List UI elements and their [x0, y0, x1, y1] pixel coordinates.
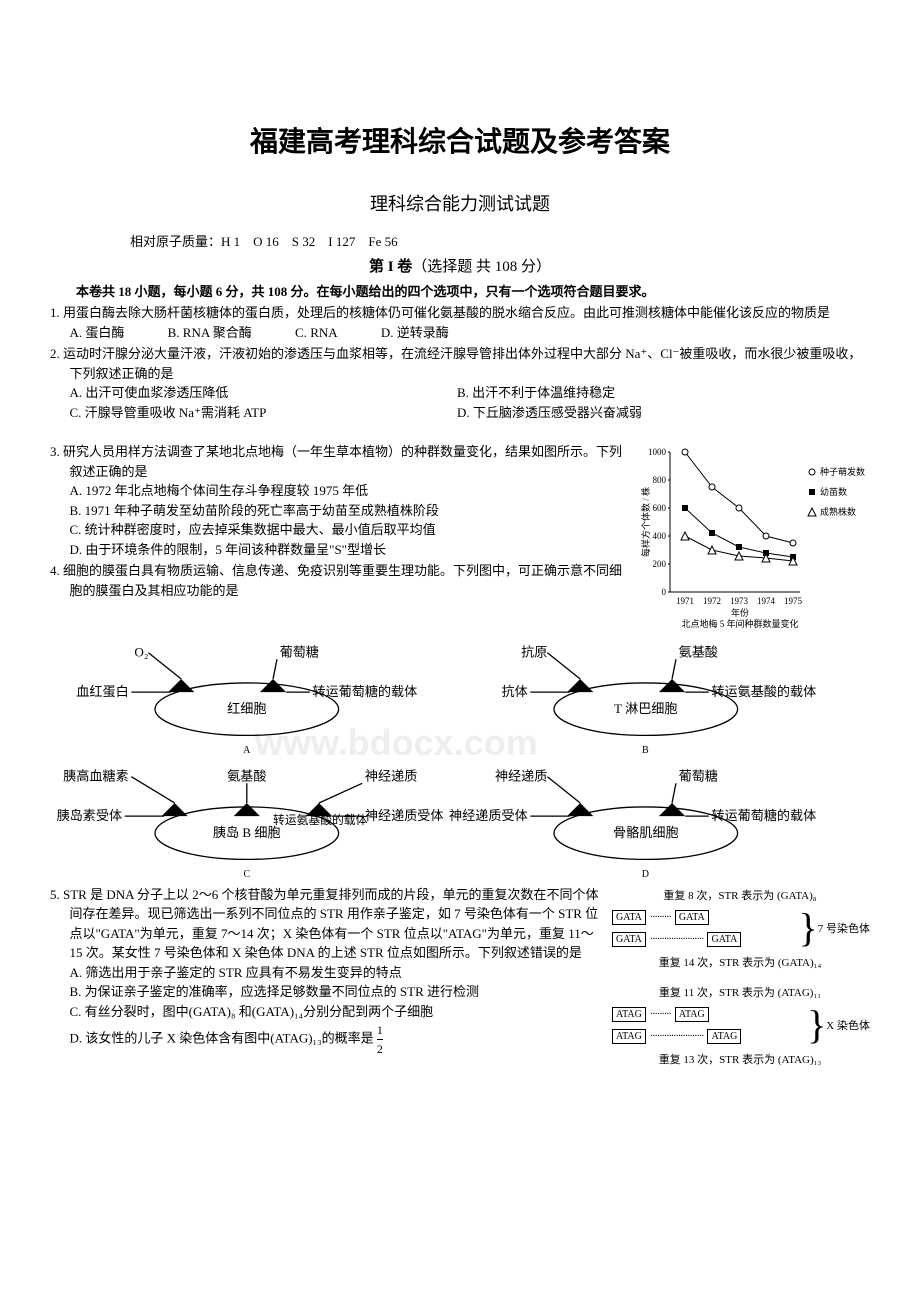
svg-text:抗原: 抗原	[521, 645, 547, 660]
svg-text:转运葡萄糖的载体: 转运葡萄糖的载体	[711, 808, 816, 823]
q5-option-c: C. 有丝分裂时，图中(GATA)₈ 和(GATA)₁₄分别分配到两个子细胞	[70, 1002, 601, 1022]
chr7-bottom-label: 重复 14 次，STR 表示为 (GATA)₁₄	[610, 954, 870, 970]
q2-option-a: A. 出汗可使血浆渗透压降低	[70, 383, 454, 403]
svg-text:血红蛋白: 血红蛋白	[76, 684, 128, 699]
part-note: （选择题 共 108 分）	[412, 259, 551, 275]
q5-diagram: 重复 8 次，STR 表示为 (GATA)₈ GATA ········· GA…	[610, 885, 870, 1069]
q4-diagram-d: 骨骼肌细胞 神经递质 神经递质受体 葡萄糖 转运葡萄糖的载体 D	[449, 761, 843, 880]
svg-text:北点地梅 5 年间种群数量变化: 北点地梅 5 年间种群数量变化	[681, 618, 798, 629]
str-unit: GATA	[675, 910, 709, 925]
q2-option-d: D. 下丘脑渗透压感受器兴奋减弱	[457, 403, 841, 423]
q4-diagrams: www.bdocx.com 红细胞 O₂ 血红蛋白 葡萄糖 转运葡萄糖的载体 A…	[50, 637, 870, 880]
svg-text:转运葡萄糖的载体: 转运葡萄糖的载体	[312, 684, 417, 699]
svg-text:种子萌发数: 种子萌发数	[820, 466, 865, 477]
chrx-label: X 染色体	[826, 1017, 870, 1033]
question-5: 5. STR 是 DNA 分子上以 2～6 个核苷酸为单元重复排列而成的片段，单…	[50, 885, 600, 1069]
svg-text:1972: 1972	[703, 596, 721, 606]
q5-option-a: A. 筛选出用于亲子鉴定的 STR 应具有不易发生变异的特点	[70, 963, 601, 983]
q4-label-a: A	[50, 745, 444, 756]
q3-option-a: A. 1972 年北点地梅个体间生存斗争程度较 1975 年低	[70, 481, 631, 501]
question-3: 3. 研究人员用样方法调查了某地北点地梅（一年生草本植物）的种群数量变化，结果如…	[50, 442, 630, 632]
svg-text:神经递质: 神经递质	[495, 769, 547, 784]
q2-option-c: C. 汗腺导管重吸收 Na⁺需消耗 ATP	[70, 403, 454, 423]
q2-option-b: B. 出汗不利于体温维持稳定	[457, 383, 841, 403]
svg-text:T 淋巴细胞: T 淋巴细胞	[614, 701, 678, 716]
q3-option-c: C. 统计种群密度时，应去掉采集数据中最大、最小值后取平均值	[70, 520, 631, 540]
q4-diagram-a: 红细胞 O₂ 血红蛋白 葡萄糖 转运葡萄糖的载体 A	[50, 637, 444, 756]
str-unit: ATAG	[707, 1029, 741, 1044]
q4-diagram-c: 胰岛 B 细胞 胰高血糖素 胰岛素受体 氨基酸 转运氨基酸的载体 神经递质 神经…	[50, 761, 444, 880]
q5-option-b: B. 为保证亲子鉴定的准确率，应选择足够数量不同位点的 STR 进行检测	[70, 982, 601, 1002]
section-header: 第 I 卷（选择题 共 108 分）	[50, 255, 870, 276]
q1-text: 1. 用蛋白酶去除大肠杆菌核糖体的蛋白质，处理后的核糖体仍可催化氨基酸的脱水缩合…	[50, 303, 870, 323]
question-2: 2. 运动时汗腺分泌大量汗液，汗液初始的渗透压与血浆相等，在流经汗腺导管排出体外…	[50, 344, 870, 422]
str-unit: ATAG	[675, 1007, 709, 1022]
svg-text:骨骼肌细胞: 骨骼肌细胞	[613, 825, 679, 840]
svg-text:200: 200	[653, 559, 667, 569]
chr7-label: 7 号染色体	[818, 920, 870, 936]
question-5-container: 5. STR 是 DNA 分子上以 2～6 个核苷酸为单元重复排列而成的片段，单…	[50, 885, 870, 1069]
q1-option-c: C. RNA	[295, 323, 338, 343]
svg-text:胰高血糖素: 胰高血糖素	[63, 768, 129, 784]
str-unit: ATAG	[612, 1007, 646, 1022]
svg-text:胰岛素受体: 胰岛素受体	[57, 808, 123, 823]
str-unit: GATA	[707, 932, 741, 947]
q4-diagram-b: T 淋巴细胞 抗原 抗体 氨基酸 转运氨基酸的载体 B	[449, 637, 843, 756]
q3-text: 3. 研究人员用样方法调查了某地北点地梅（一年生草本植物）的种群数量变化，结果如…	[50, 442, 630, 481]
svg-text:红细胞: 红细胞	[227, 701, 266, 716]
str-unit: ATAG	[612, 1029, 646, 1044]
chrx-bottom-label: 重复 13 次，STR 表示为 (ATAG)₁₃	[610, 1051, 870, 1067]
q4-label-b: B	[449, 745, 843, 756]
atomic-mass: 相对原子质量：H 1 O 16 S 32 I 127 Fe 56	[130, 231, 870, 250]
question-3-container: 3. 研究人员用样方法调查了某地北点地梅（一年生草本植物）的种群数量变化，结果如…	[50, 442, 870, 632]
svg-text:葡萄糖: 葡萄糖	[678, 769, 717, 784]
svg-text:氨基酸: 氨基酸	[227, 769, 266, 784]
svg-text:每样方个体数 / 株: 每样方个体数 / 株	[640, 487, 651, 557]
svg-text:转运氨基酸的载体: 转运氨基酸的载体	[711, 684, 816, 699]
svg-text:1973: 1973	[730, 596, 749, 606]
svg-text:1000: 1000	[648, 447, 667, 457]
svg-text:1971: 1971	[676, 596, 694, 606]
svg-text:胰岛 B 细胞: 胰岛 B 细胞	[213, 825, 281, 840]
chr7-top-label: 重复 8 次，STR 表示为 (GATA)₈	[610, 887, 870, 903]
svg-text:400: 400	[653, 531, 667, 541]
q2-text: 2. 运动时汗腺分泌大量汗液，汗液初始的渗透压与血浆相等，在流经汗腺导管排出体外…	[50, 344, 870, 383]
instruction: 本卷共 18 小题，每小题 6 分，共 108 分。在每小题给出的四个选项中，只…	[50, 281, 870, 300]
q3-option-d: D. 由于环境条件的限制，5 年间该种群数量呈"S"型增长	[70, 540, 631, 560]
svg-text:幼苗数: 幼苗数	[820, 486, 847, 497]
str-unit: GATA	[612, 932, 646, 947]
part-label: 第 I 卷	[369, 259, 412, 275]
sub-title: 理科综合能力测试试题	[50, 190, 870, 216]
svg-text:600: 600	[653, 503, 667, 513]
svg-text:神经递质受体: 神经递质受体	[449, 808, 528, 823]
svg-text:800: 800	[653, 475, 667, 485]
svg-text:1975: 1975	[784, 596, 803, 606]
svg-text:神经递质: 神经递质	[365, 769, 417, 784]
main-title: 福建高考理科综合试题及参考答案	[50, 120, 870, 160]
q1-option-d: D. 逆转录酶	[381, 323, 449, 343]
q3-chart-svg: 0 200 400 600 800 1000 1971 1972 1973 19…	[640, 442, 870, 632]
q1-option-a: A. 蛋白酶	[70, 323, 125, 343]
q4-label-c: C	[50, 869, 444, 880]
q5-option-d: D. 该女性的儿子 X 染色体含有图中(ATAG)₁₃的概率是 1 2	[70, 1021, 601, 1058]
q4-text: 4. 细胞的膜蛋白具有物质运输、信息传递、免疫识别等重要生理功能。下列图中，可正…	[50, 561, 630, 600]
svg-text:1974: 1974	[757, 596, 776, 606]
str-unit: GATA	[612, 910, 646, 925]
q5-text: 5. STR 是 DNA 分子上以 2～6 个核苷酸为单元重复排列而成的片段，单…	[50, 885, 600, 963]
svg-text:抗体: 抗体	[501, 684, 527, 699]
q3-chart: 0 200 400 600 800 1000 1971 1972 1973 19…	[640, 442, 870, 632]
svg-text:氨基酸: 氨基酸	[678, 645, 717, 660]
svg-text:0: 0	[662, 587, 667, 597]
svg-text:年份: 年份	[731, 607, 749, 618]
q4-label-d: D	[449, 869, 843, 880]
svg-text:转运氨基酸的载体: 转运氨基酸的载体	[273, 813, 368, 827]
svg-text:成熟株数: 成熟株数	[820, 506, 856, 517]
svg-text:神经递质受体: 神经递质受体	[365, 808, 444, 823]
svg-text:葡萄糖: 葡萄糖	[280, 645, 319, 660]
q1-option-b: B. RNA 聚合酶	[168, 323, 252, 343]
svg-text:O₂: O₂	[134, 645, 148, 660]
q3-option-b: B. 1971 年种子萌发至幼苗阶段的死亡率高于幼苗至成熟植株阶段	[70, 501, 631, 521]
chrx-top-label: 重复 11 次，STR 表示为 (ATAG)₁₁	[610, 984, 870, 1000]
question-1: 1. 用蛋白酶去除大肠杆菌核糖体的蛋白质，处理后的核糖体仍可催化氨基酸的脱水缩合…	[50, 303, 870, 342]
